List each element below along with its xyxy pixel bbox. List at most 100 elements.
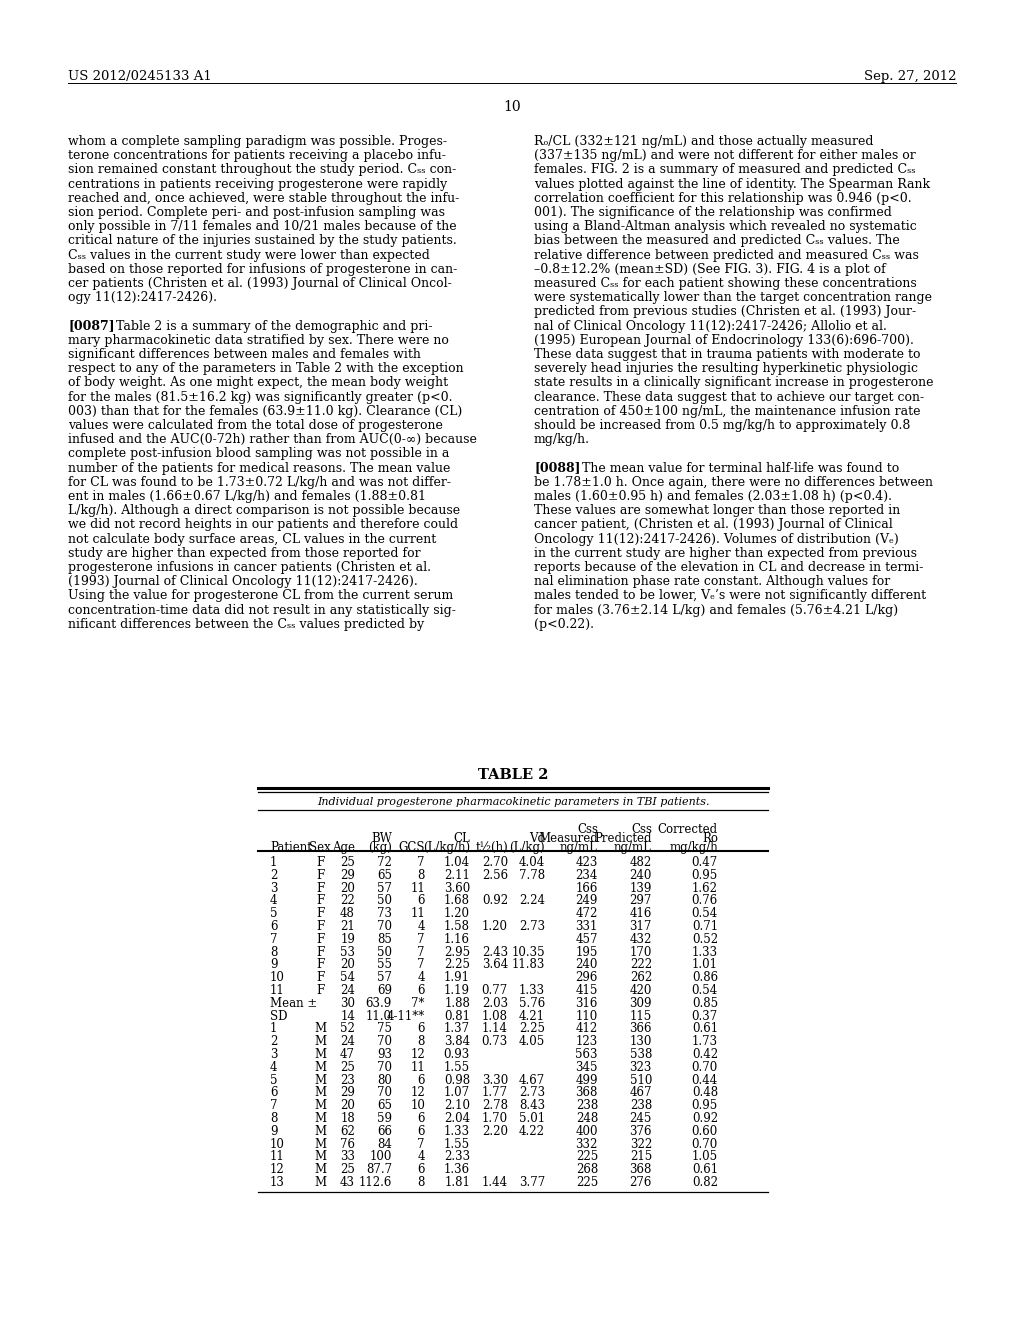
Text: 43: 43 xyxy=(340,1176,355,1189)
Text: 2.03: 2.03 xyxy=(482,997,508,1010)
Text: 0.77: 0.77 xyxy=(481,983,508,997)
Text: US 2012/0245133 A1: US 2012/0245133 A1 xyxy=(68,70,212,83)
Text: ogy 11(12):2417-2426).: ogy 11(12):2417-2426). xyxy=(68,292,217,304)
Text: study are higher than expected from those reported for: study are higher than expected from thos… xyxy=(68,546,421,560)
Text: 25: 25 xyxy=(340,1163,355,1176)
Text: SD: SD xyxy=(270,1010,288,1023)
Text: values were calculated from the total dose of progesterone: values were calculated from the total do… xyxy=(68,418,442,432)
Text: 0.95: 0.95 xyxy=(692,1100,718,1113)
Text: 1.68: 1.68 xyxy=(444,895,470,907)
Text: 5: 5 xyxy=(270,907,278,920)
Text: 510: 510 xyxy=(630,1073,652,1086)
Text: 11: 11 xyxy=(411,1061,425,1073)
Text: 130: 130 xyxy=(630,1035,652,1048)
Text: 65: 65 xyxy=(377,1100,392,1113)
Text: 25: 25 xyxy=(340,855,355,869)
Text: clearance. These data suggest that to achieve our target con-: clearance. These data suggest that to ac… xyxy=(534,391,924,404)
Text: 1.44: 1.44 xyxy=(482,1176,508,1189)
Text: M: M xyxy=(314,1111,326,1125)
Text: Mean ±: Mean ± xyxy=(270,997,317,1010)
Text: 9: 9 xyxy=(270,1125,278,1138)
Text: 10: 10 xyxy=(270,1138,285,1151)
Text: 1.37: 1.37 xyxy=(443,1023,470,1035)
Text: M: M xyxy=(314,1125,326,1138)
Text: M: M xyxy=(314,1023,326,1035)
Text: (p<0.22).: (p<0.22). xyxy=(534,618,594,631)
Text: 3.30: 3.30 xyxy=(481,1073,508,1086)
Text: 2.43: 2.43 xyxy=(482,945,508,958)
Text: bias between the measured and predicted Cₛₛ values. The: bias between the measured and predicted … xyxy=(534,235,900,247)
Text: 33: 33 xyxy=(340,1151,355,1163)
Text: 47: 47 xyxy=(340,1048,355,1061)
Text: 1.08: 1.08 xyxy=(482,1010,508,1023)
Text: F: F xyxy=(315,958,325,972)
Text: 14: 14 xyxy=(340,1010,355,1023)
Text: 0.82: 0.82 xyxy=(692,1176,718,1189)
Text: 7: 7 xyxy=(418,855,425,869)
Text: F: F xyxy=(315,983,325,997)
Text: M: M xyxy=(314,1061,326,1073)
Text: 4-11**: 4-11** xyxy=(387,1010,425,1023)
Text: 5: 5 xyxy=(270,1073,278,1086)
Text: 1.81: 1.81 xyxy=(444,1176,470,1189)
Text: 249: 249 xyxy=(575,895,598,907)
Text: 4.05: 4.05 xyxy=(519,1035,545,1048)
Text: 1.58: 1.58 xyxy=(444,920,470,933)
Text: 1.88: 1.88 xyxy=(444,997,470,1010)
Text: 7: 7 xyxy=(418,933,425,946)
Text: 400: 400 xyxy=(575,1125,598,1138)
Text: 297: 297 xyxy=(630,895,652,907)
Text: only possible in 7/11 females and 10/21 males because of the: only possible in 7/11 females and 10/21 … xyxy=(68,220,457,234)
Text: 70: 70 xyxy=(377,920,392,933)
Text: sion period. Complete peri- and post-infusion sampling was: sion period. Complete peri- and post-inf… xyxy=(68,206,445,219)
Text: 1.77: 1.77 xyxy=(482,1086,508,1100)
Text: 66: 66 xyxy=(377,1125,392,1138)
Text: of body weight. As one might expect, the mean body weight: of body weight. As one might expect, the… xyxy=(68,376,449,389)
Text: 0.81: 0.81 xyxy=(444,1010,470,1023)
Text: number of the patients for medical reasons. The mean value: number of the patients for medical reaso… xyxy=(68,462,451,475)
Text: be 1.78±1.0 h. Once again, there were no differences between: be 1.78±1.0 h. Once again, there were no… xyxy=(534,475,933,488)
Text: 53: 53 xyxy=(340,945,355,958)
Text: centrations in patients receiving progesterone were rapidly: centrations in patients receiving proges… xyxy=(68,178,447,190)
Text: M: M xyxy=(314,1163,326,1176)
Text: 20: 20 xyxy=(340,1100,355,1113)
Text: males tended to be lower, Vₑ’s were not significantly different: males tended to be lower, Vₑ’s were not … xyxy=(534,590,926,602)
Text: relative difference between predicted and measured Cₛₛ was: relative difference between predicted an… xyxy=(534,248,919,261)
Text: reached and, once achieved, were stable throughout the infu-: reached and, once achieved, were stable … xyxy=(68,191,459,205)
Text: [0088]: [0088] xyxy=(534,462,581,475)
Text: 1.07: 1.07 xyxy=(443,1086,470,1100)
Text: GCS: GCS xyxy=(398,841,425,854)
Text: 0.92: 0.92 xyxy=(692,1111,718,1125)
Text: 0.85: 0.85 xyxy=(692,997,718,1010)
Text: 23: 23 xyxy=(340,1073,355,1086)
Text: Ro: Ro xyxy=(702,832,718,845)
Text: Individual progesterone pharmacokinetic parameters in TBI patients.: Individual progesterone pharmacokinetic … xyxy=(316,797,710,807)
Text: 2.11: 2.11 xyxy=(444,869,470,882)
Text: 317: 317 xyxy=(630,920,652,933)
Text: for CL was found to be 1.73±0.72 L/kg/h and was not differ-: for CL was found to be 1.73±0.72 L/kg/h … xyxy=(68,475,451,488)
Text: 8: 8 xyxy=(418,1035,425,1048)
Text: 3.77: 3.77 xyxy=(519,1176,545,1189)
Text: 0.98: 0.98 xyxy=(443,1073,470,1086)
Text: 1.36: 1.36 xyxy=(443,1163,470,1176)
Text: 76: 76 xyxy=(340,1138,355,1151)
Text: 84: 84 xyxy=(377,1138,392,1151)
Text: 4: 4 xyxy=(418,972,425,985)
Text: 2.70: 2.70 xyxy=(482,855,508,869)
Text: Cₛₛ values in the current study were lower than expected: Cₛₛ values in the current study were low… xyxy=(68,248,430,261)
Text: 0.70: 0.70 xyxy=(692,1138,718,1151)
Text: –0.8±12.2% (mean±SD) (See FIG. 3). FIG. 4 is a plot of: –0.8±12.2% (mean±SD) (See FIG. 3). FIG. … xyxy=(534,263,886,276)
Text: 225: 225 xyxy=(575,1176,598,1189)
Text: 48: 48 xyxy=(340,907,355,920)
Text: 4.21: 4.21 xyxy=(519,1010,545,1023)
Text: 29: 29 xyxy=(340,1086,355,1100)
Text: 62: 62 xyxy=(340,1125,355,1138)
Text: 8: 8 xyxy=(418,1176,425,1189)
Text: 6: 6 xyxy=(270,1086,278,1100)
Text: 276: 276 xyxy=(630,1176,652,1189)
Text: 1: 1 xyxy=(270,1023,278,1035)
Text: values plotted against the line of identity. The Spearman Rank: values plotted against the line of ident… xyxy=(534,178,930,190)
Text: males (1.60±0.95 h) and females (2.03±1.08 h) (p<0.4).: males (1.60±0.95 h) and females (2.03±1.… xyxy=(534,490,892,503)
Text: 2.25: 2.25 xyxy=(444,958,470,972)
Text: 432: 432 xyxy=(630,933,652,946)
